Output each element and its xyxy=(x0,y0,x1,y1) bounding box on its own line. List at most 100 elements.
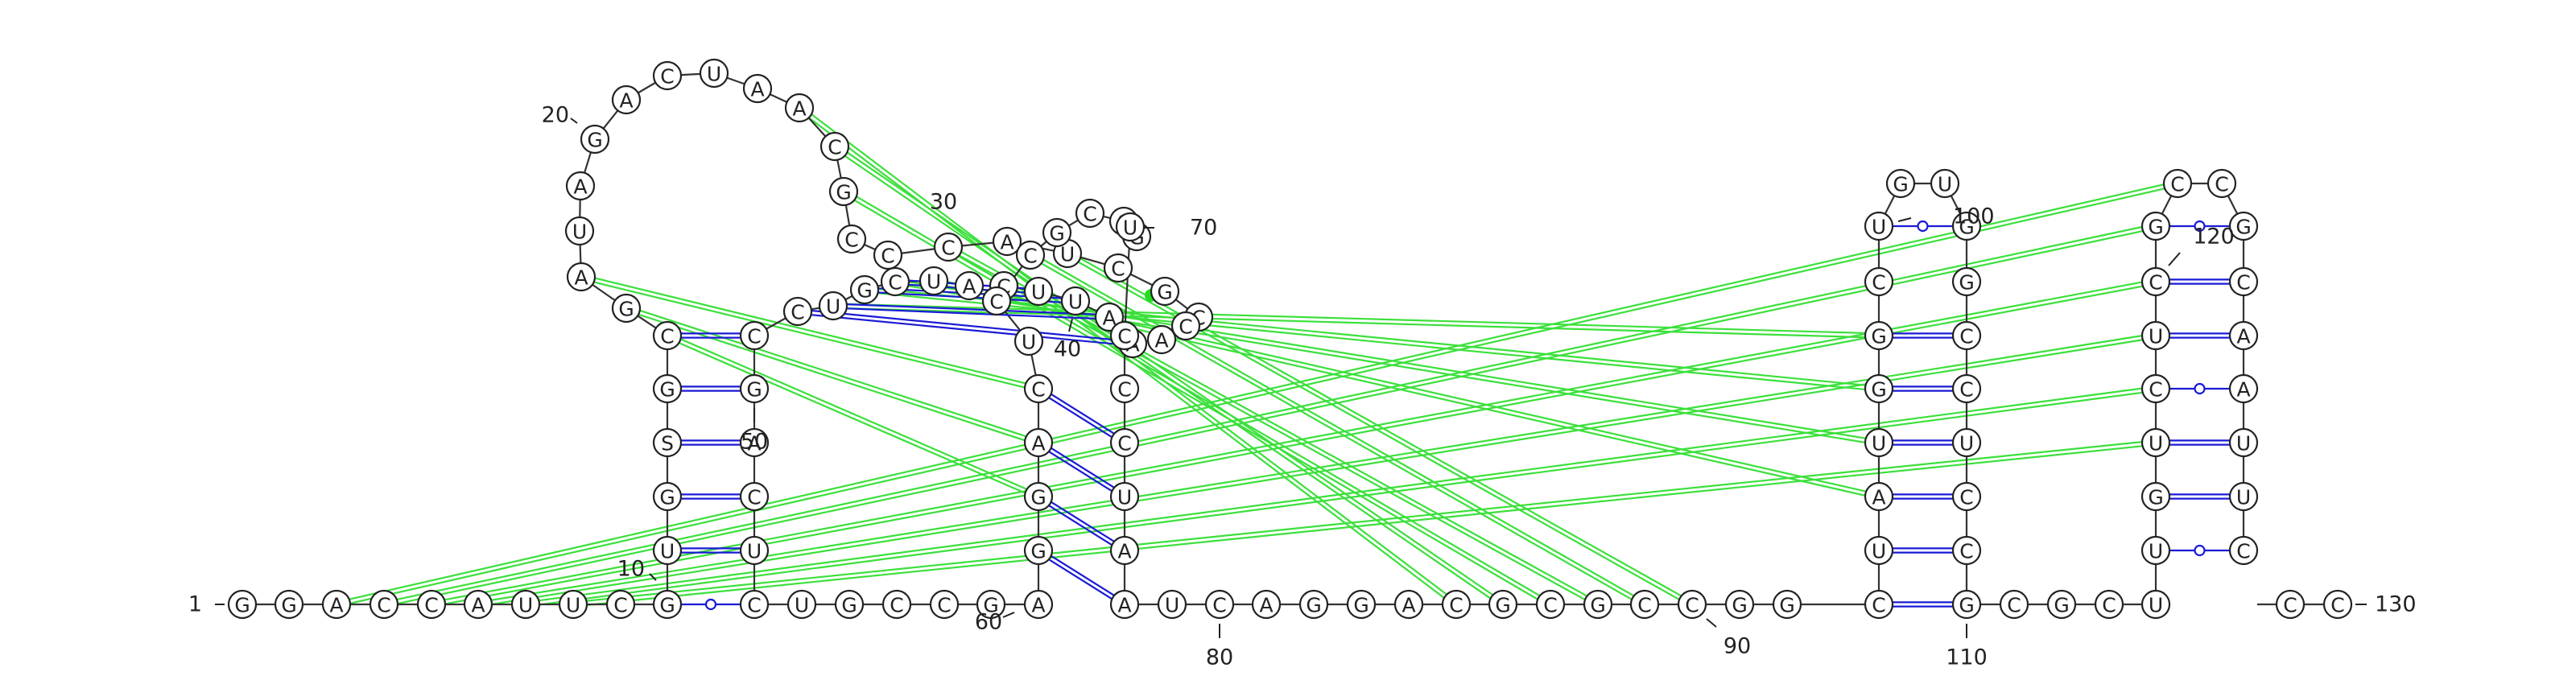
nucleotide-letter: G xyxy=(587,129,602,152)
nucleotide-circle xyxy=(227,589,258,620)
nucleotide-circle xyxy=(369,589,399,620)
backbone-link xyxy=(1087,306,1098,312)
nucleotide-letter: G xyxy=(836,181,851,204)
nucleotide: C xyxy=(1170,311,1201,341)
nucleotide: C xyxy=(2140,266,2171,297)
nucleotide: A xyxy=(321,589,352,620)
nucleotide-letter: C xyxy=(747,325,761,348)
nucleotide-letter: G xyxy=(618,298,634,321)
backbone-link xyxy=(1124,240,1131,323)
nucleotide: G xyxy=(227,589,258,620)
nucleotide-letter: C xyxy=(844,229,858,252)
nucleotide: G xyxy=(1951,266,1982,297)
nucleotide: C xyxy=(1629,589,1660,620)
nucleotide-letter: C xyxy=(2149,271,2162,295)
backbone-layer xyxy=(256,72,2324,606)
nucleotide-circle xyxy=(1951,320,1982,351)
backbone-link xyxy=(638,81,656,94)
nucleotide-circle xyxy=(2046,589,2077,620)
nucleotide: G xyxy=(2140,481,2171,512)
base-pairs-layer xyxy=(681,220,2230,611)
nucleotide-letter: U xyxy=(2149,325,2163,348)
nucleotide-letter: C xyxy=(1959,325,1973,348)
nucleotide: S xyxy=(652,427,683,458)
nucleotide-circle xyxy=(1060,286,1091,316)
nucleotide-circle xyxy=(2140,535,2171,566)
backbone-link xyxy=(1950,195,1962,215)
canonical-pair-line xyxy=(811,309,1120,341)
nucleotide-circle xyxy=(564,216,595,246)
nucleotide-letter: A xyxy=(1117,540,1131,563)
nucleotide-circle xyxy=(1023,373,1054,404)
nucleotide: C xyxy=(1109,373,1140,404)
nucleotide-circle xyxy=(933,232,964,262)
nucleotide-circle xyxy=(1885,168,1916,199)
backbone-link xyxy=(1129,273,1154,286)
backbone-link xyxy=(1040,241,1047,247)
nucleotide-letter: C xyxy=(1959,486,1973,509)
position-label: 80 xyxy=(1206,645,1233,670)
backbone-link xyxy=(1174,299,1189,310)
nucleotide-letter: G xyxy=(2054,594,2069,617)
nucleotide-letter: C xyxy=(1959,378,1973,402)
nucleotide: G xyxy=(652,373,683,404)
nucleotide: C xyxy=(1951,373,1982,404)
nucleotide-letter: G xyxy=(1495,594,1510,617)
nucleotide-letter: A xyxy=(1154,329,1168,352)
nucleotide: G xyxy=(274,589,304,620)
nucleotide: A xyxy=(739,427,770,458)
nucleotide-letter: G xyxy=(1959,594,1974,617)
nucleotide: C xyxy=(652,60,683,91)
nucleotide-circle xyxy=(2275,589,2306,620)
nucleotide: G xyxy=(2046,589,2077,620)
position-label: 110 xyxy=(1946,645,1988,670)
nucleotide: C xyxy=(2207,168,2237,199)
nucleotide-letter: G xyxy=(1893,173,1908,196)
pseudoknot-pair-line xyxy=(539,387,2142,602)
position-label: 30 xyxy=(930,190,957,215)
pseudoknot-pair-line xyxy=(594,277,1026,385)
nucleotide-circle xyxy=(1677,589,1707,620)
canonical-pair-line xyxy=(1051,447,1115,488)
nucleotide-letter: U xyxy=(572,221,587,244)
nucleotide-circle xyxy=(1109,427,1140,458)
nucleotide-circle xyxy=(739,320,770,351)
position-tick xyxy=(1002,612,1015,618)
nucleotide: G xyxy=(1042,217,1072,248)
nucleotide-letter: C xyxy=(1872,271,1885,295)
nucleotide: C xyxy=(2275,589,2306,620)
nucleotide-letter: C xyxy=(2170,173,2184,196)
backbone-link xyxy=(961,241,994,247)
backbone-link xyxy=(1030,354,1037,376)
pseudoknot-pairs-layer xyxy=(349,113,2165,606)
nucleotide: G xyxy=(1885,168,1916,199)
nucleotide-circle xyxy=(1204,589,1235,620)
nucleotide-letter: A xyxy=(2236,325,2250,348)
nucleotide-circle xyxy=(2228,535,2259,566)
backbone-link xyxy=(2161,195,2173,215)
nucleotide-letter: C xyxy=(2149,378,2162,402)
nucleotide-letter: G xyxy=(234,594,250,617)
nucleotide-letter: A xyxy=(1031,594,1045,617)
pseudoknot-pair-line xyxy=(847,303,1866,335)
position-label: 90 xyxy=(1724,634,1751,659)
nucleotide-circle xyxy=(1864,266,1894,297)
backbone-link xyxy=(811,307,820,311)
pseudoknot-pair-line xyxy=(539,391,2143,606)
nucleotide: C xyxy=(929,589,960,620)
nucleotide-circle xyxy=(1951,589,1982,620)
nucleotide-circle xyxy=(784,93,815,123)
nucleotide-letter: G xyxy=(1157,281,1172,304)
nucleotide-letter: C xyxy=(888,271,902,295)
nucleotide: C xyxy=(739,320,770,351)
nucleotide-letter: U xyxy=(1031,281,1046,304)
nucleotide-letter: C xyxy=(828,136,841,159)
nucleotide-circle xyxy=(2140,211,2171,241)
nucleotide-circle xyxy=(1864,320,1894,351)
nucleotide: U xyxy=(1864,535,1894,566)
position-label: 40 xyxy=(1054,337,1081,362)
nucleotide-letter: G xyxy=(1732,594,1747,617)
backbone-link xyxy=(637,315,657,329)
nucleotide-circle xyxy=(1103,253,1133,283)
nucleotide-letter: A xyxy=(792,97,806,121)
